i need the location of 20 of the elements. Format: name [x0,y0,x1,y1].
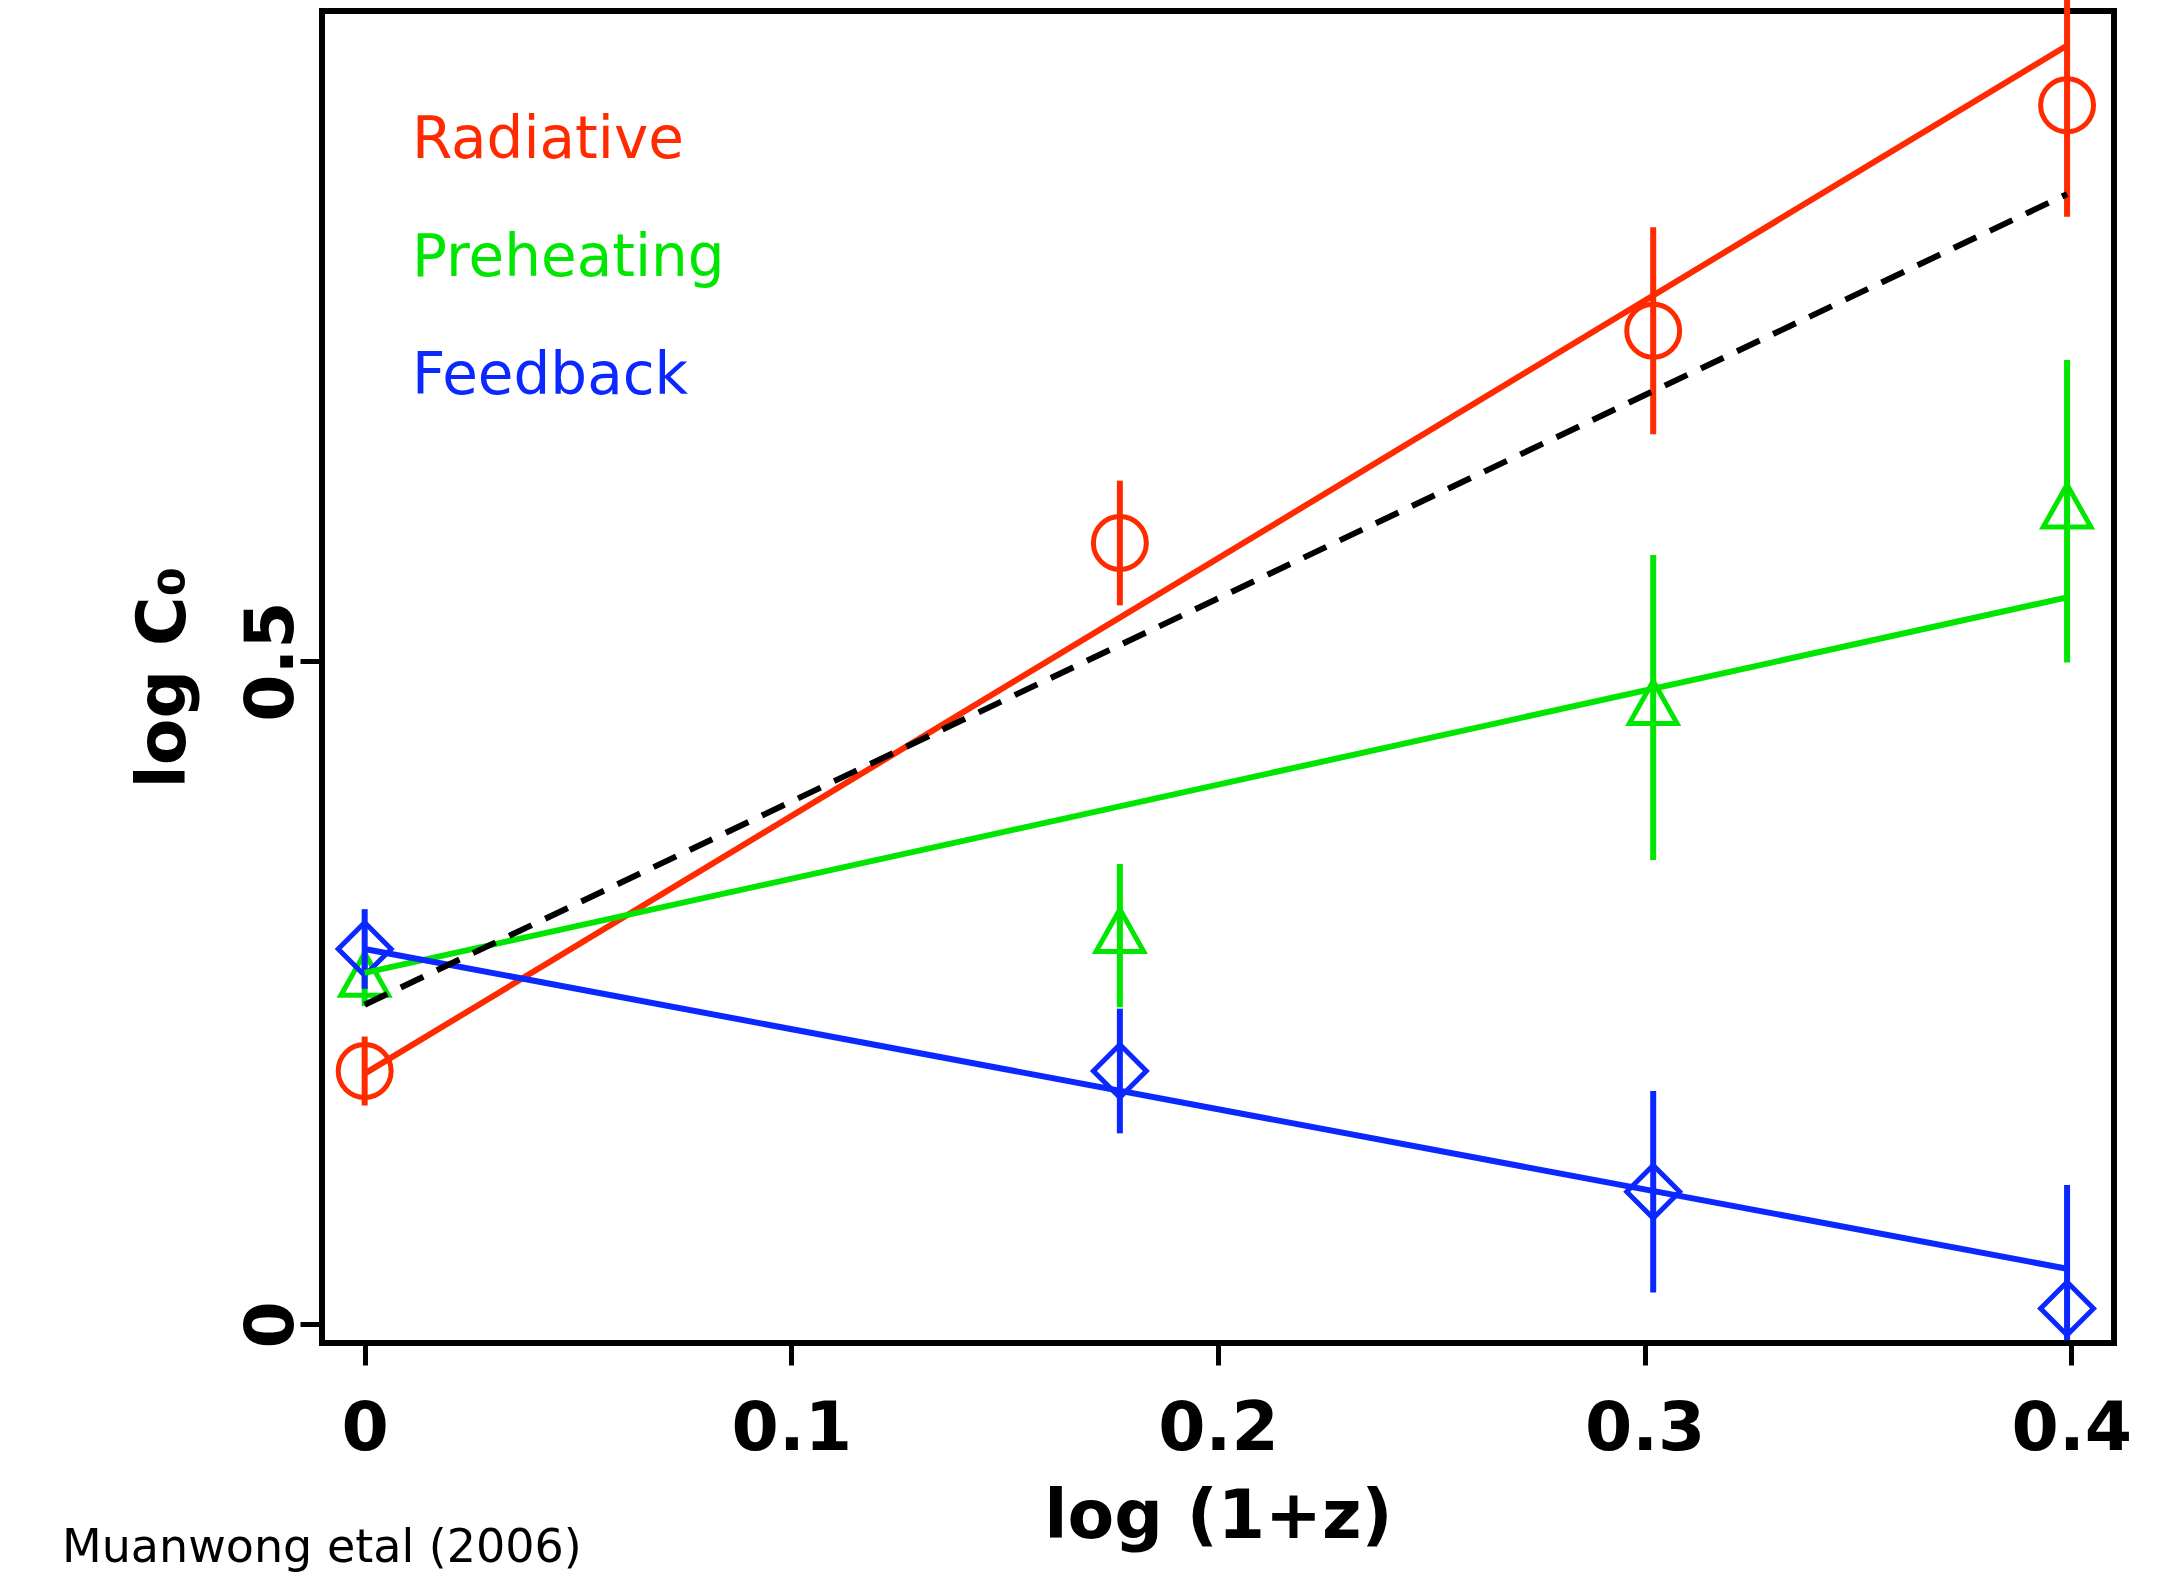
point [1624,301,1683,360]
x-tick-label: 0.1 [731,1386,853,1466]
text: Preheating [412,222,725,290]
x-tick-label: 0 [341,1386,389,1466]
x-tick-label: 0.2 [1158,1386,1279,1466]
x-tick-label: 0.4 [2011,1386,2133,1466]
point [335,1042,394,1100]
text: Feedback [412,340,689,408]
y-axis-title: log C₀ [121,566,201,789]
point [1090,1042,1149,1100]
point [2038,1279,2097,1338]
point [2038,76,2097,135]
point [335,920,394,978]
point [1090,514,1149,572]
point [1624,1162,1683,1221]
x-tick-label: 0.3 [1584,1386,1706,1466]
text: Muanwong etal (2006) [62,1519,582,1573]
x-axis-title: log (1+z) [1044,1474,1393,1554]
y-tick-label: 0.5 [229,601,309,722]
text: Radiative [412,104,684,172]
